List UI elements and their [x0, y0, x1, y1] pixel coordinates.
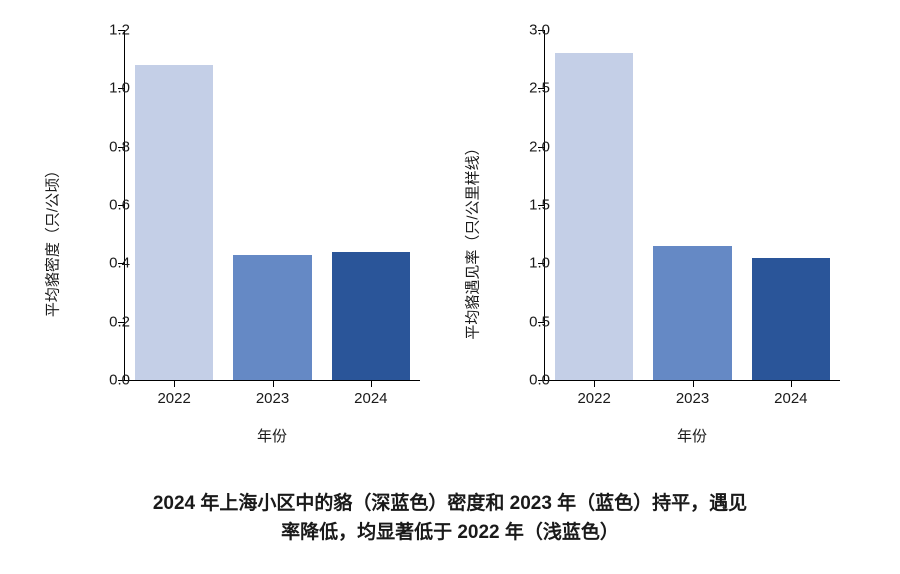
ytick-label: 0.8: [90, 138, 130, 155]
ytick-label: 1.5: [510, 197, 550, 214]
plot-area-right: [545, 30, 840, 380]
ytick-label: 0.5: [510, 313, 550, 330]
xtick-label: 2024: [354, 390, 387, 407]
bar: [135, 65, 214, 380]
xtick: [594, 380, 595, 387]
x-axis-label: 年份: [257, 425, 287, 446]
density-chart: 平均貉密度（只/公顷） 0.0 0.2 0.4 0.6 0.8 1.0 1.2 2022 20…: [40, 20, 440, 460]
ytick-label: 0.2: [90, 313, 130, 330]
xtick-label: 2022: [157, 390, 190, 407]
caption-line-1: 2024 年上海小区中的貉（深蓝色）密度和 2023 年（蓝色）持平，遇见: [153, 493, 747, 514]
xtick: [791, 380, 792, 387]
ytick-label: 2.0: [510, 138, 550, 155]
xtick-label: 2023: [256, 390, 289, 407]
y-axis-label: 平均貉遇见率（只/公里样线）: [462, 140, 483, 339]
ytick-label: 0.6: [90, 197, 130, 214]
bar: [752, 258, 831, 381]
xtick-label: 2023: [676, 390, 709, 407]
y-axis-label: 平均貉密度（只/公顷）: [42, 163, 63, 317]
bar: [233, 255, 312, 380]
ytick-label: 0.4: [90, 255, 130, 272]
ytick-label: 1.2: [90, 22, 130, 39]
ytick-label: 2.5: [510, 80, 550, 97]
xtick-label: 2024: [774, 390, 807, 407]
bar: [653, 246, 732, 380]
ytick-label: 1.0: [510, 255, 550, 272]
ytick-label: 0.0: [510, 372, 550, 389]
figure-caption: 2024 年上海小区中的貉（深蓝色）密度和 2023 年（蓝色）持平，遇见 率降…: [60, 490, 840, 547]
xtick: [371, 380, 372, 387]
xtick: [174, 380, 175, 387]
ytick-label: 0.0: [90, 372, 130, 389]
plot-area-left: [125, 30, 420, 380]
charts-row: 平均貉密度（只/公顷） 0.0 0.2 0.4 0.6 0.8 1.0 1.2 2022 20…: [40, 20, 860, 460]
xtick: [273, 380, 274, 387]
ytick-label: 1.0: [90, 80, 130, 97]
encounter-chart: 平均貉遇见率（只/公里样线） 0.0 0.5 1.0 1.5 2.0 2.5 3.0 202…: [460, 20, 860, 460]
xtick-label: 2022: [577, 390, 610, 407]
bar: [555, 53, 634, 380]
xtick: [693, 380, 694, 387]
caption-line-2: 率降低，均显著低于 2022 年（浅蓝色）: [281, 522, 619, 543]
ytick-label: 3.0: [510, 22, 550, 39]
page-root: 平均貉密度（只/公顷） 0.0 0.2 0.4 0.6 0.8 1.0 1.2 2022 20…: [0, 0, 900, 574]
bar: [332, 252, 411, 380]
x-axis-label: 年份: [677, 425, 707, 446]
